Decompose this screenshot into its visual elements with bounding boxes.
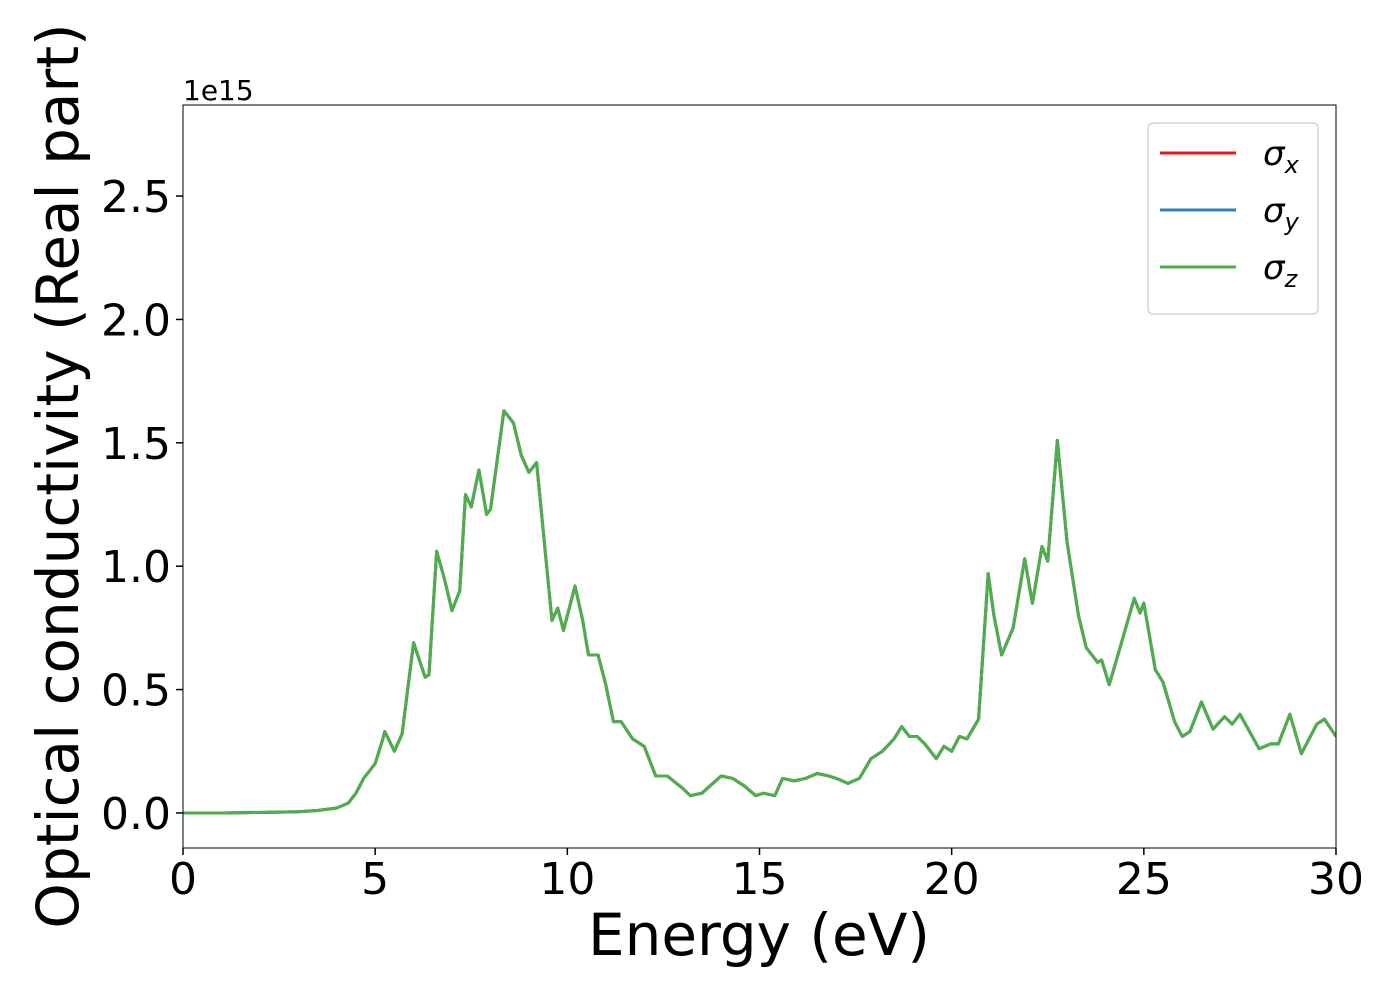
x-tick-label: 5 xyxy=(361,854,389,905)
legend-label: σy xyxy=(1263,191,1300,236)
series-line xyxy=(183,409,1336,815)
series-line xyxy=(183,409,1336,815)
y-tick-label: 2.5 xyxy=(101,172,171,223)
series-line xyxy=(183,409,1336,815)
y-tick-label: 2.0 xyxy=(101,295,171,346)
y-tick-label: 1.0 xyxy=(101,542,171,593)
x-axis-label: Energy (eV) xyxy=(588,901,930,969)
legend-label: σx xyxy=(1263,134,1300,179)
x-tick-label: 20 xyxy=(924,854,980,905)
plot-frame xyxy=(182,104,1337,849)
y-tick-label: 0.5 xyxy=(101,666,171,717)
x-tick-label: 10 xyxy=(539,854,595,905)
y-offset-label: 1e15 xyxy=(183,74,254,107)
x-tick-label: 25 xyxy=(1116,854,1172,905)
y-tick-label: 0.0 xyxy=(101,789,171,840)
y-axis-label: Optical conductivity (Real part) xyxy=(24,23,92,928)
x-tick-label: 0 xyxy=(169,854,197,905)
y-tick-label: 1.5 xyxy=(101,419,171,470)
x-tick-label: 30 xyxy=(1308,854,1364,905)
legend-label: σz xyxy=(1263,248,1299,293)
x-tick-label: 15 xyxy=(732,854,788,905)
